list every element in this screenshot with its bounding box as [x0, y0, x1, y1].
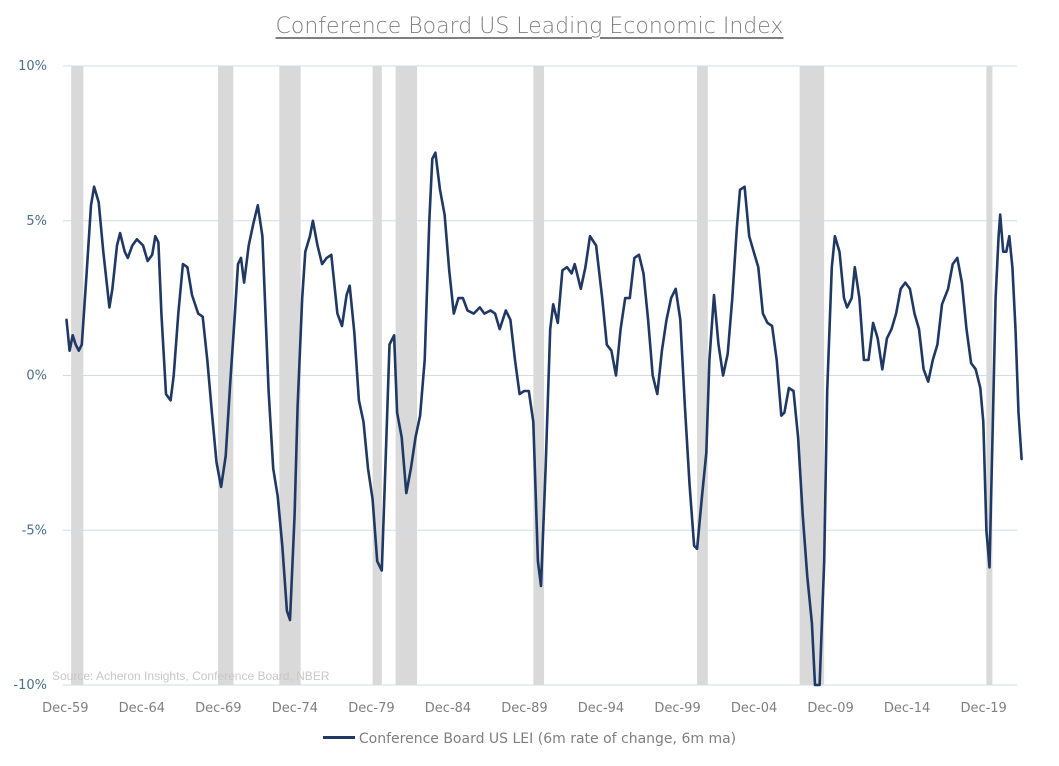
- series-line: [65, 151, 1023, 687]
- source-note: Source: Acheron Insights, Conference Boa…: [52, 669, 330, 683]
- x-tick-label: Dec-99: [654, 701, 700, 716]
- y-axis-ticks: 10% 5% 0% -5% -10%: [13, 59, 47, 693]
- x-tick-label: Dec-74: [272, 701, 318, 716]
- x-tick-label: Dec-94: [578, 701, 624, 716]
- chart-title: Conference Board US Leading Economic Ind…: [275, 14, 784, 39]
- y-tick-label: -5%: [22, 523, 47, 538]
- legend-swatch: [322, 735, 355, 739]
- gridlines: [63, 65, 1017, 686]
- x-tick-label: Dec-79: [348, 701, 394, 716]
- x-tick-label: Dec-14: [884, 701, 930, 716]
- legend: Conference Board US LEI (6m rate of chan…: [0, 731, 1059, 747]
- x-tick-label: Dec-04: [731, 701, 777, 716]
- x-axis-ticks: Dec-59 Dec-64 Dec-69 Dec-74 Dec-79 Dec-84 Dec-…: [42, 701, 1007, 716]
- x-tick-label: Dec-19: [960, 701, 1006, 716]
- y-tick-label: 0%: [26, 369, 47, 384]
- x-tick-label: Dec-84: [425, 701, 471, 716]
- x-tick-label: Dec-59: [42, 701, 88, 716]
- x-tick-label: Dec-64: [119, 701, 165, 716]
- y-tick-label: -10%: [13, 678, 47, 693]
- y-tick-label: 5%: [26, 214, 47, 229]
- legend-label: Conference Board US LEI (6m rate of chan…: [358, 731, 737, 747]
- y-tick-label: 10%: [18, 59, 47, 74]
- x-tick-label: Dec-69: [195, 701, 241, 716]
- series-lines: [65, 151, 1023, 687]
- x-tick-label: Dec-09: [807, 701, 853, 716]
- x-tick-label: Dec-89: [501, 701, 547, 716]
